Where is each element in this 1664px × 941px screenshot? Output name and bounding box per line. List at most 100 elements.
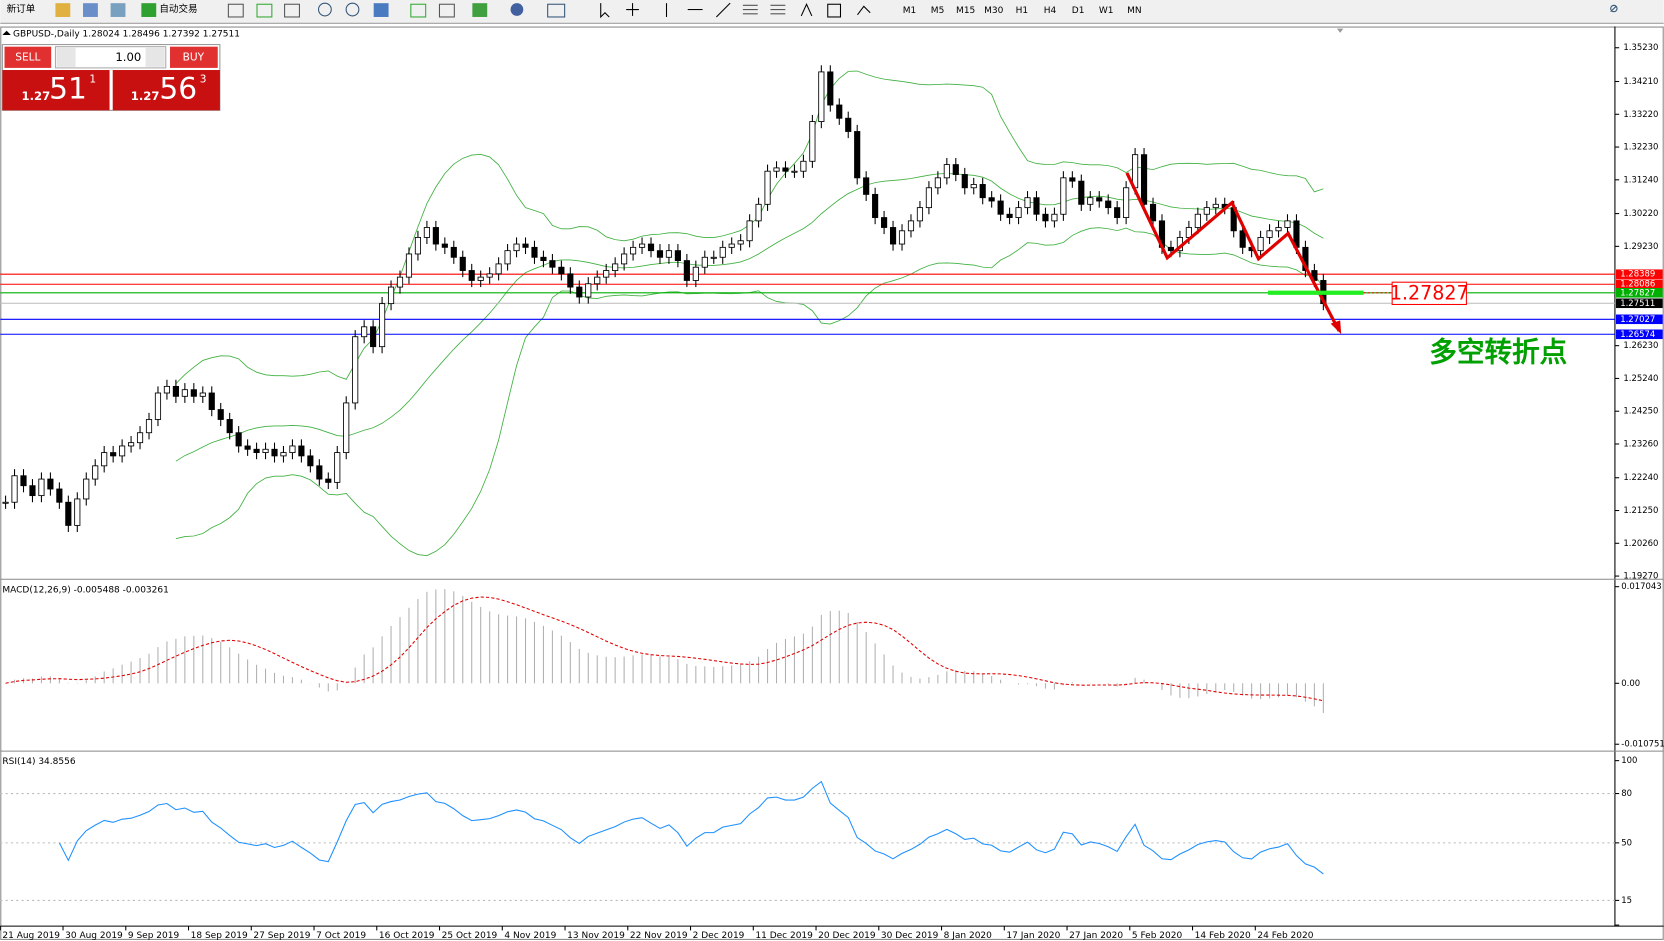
collapse-icon[interactable] [2, 30, 11, 36]
lot-down[interactable] [56, 47, 76, 67]
icon[interactable] [256, 3, 273, 18]
price-level-tag [1615, 298, 1663, 309]
icon[interactable] [318, 2, 332, 17]
candle-body [495, 263, 502, 275]
icon[interactable] [800, 2, 813, 17]
candle-body [450, 246, 457, 258]
icon[interactable] [410, 3, 427, 18]
candle-body [872, 193, 879, 218]
timeframe-button[interactable]: W1 [1099, 6, 1114, 16]
candle-body [1123, 187, 1130, 218]
rsi-label: 100 [1621, 755, 1637, 765]
icon[interactable] [83, 3, 98, 17]
candle-body [889, 227, 897, 245]
candle-body [755, 203, 762, 222]
candle-body [1105, 200, 1112, 209]
trade-panel: SELL 1.00 BUY 1.27 51 1 1.27 56 3 [1, 44, 221, 111]
icon[interactable] [742, 4, 758, 15]
candle-body [809, 121, 816, 162]
candle-body [432, 227, 439, 245]
search-icon[interactable] [1610, 4, 1618, 13]
lot-input[interactable] [54, 46, 167, 69]
candle-body [361, 326, 368, 338]
candle-body [764, 170, 771, 205]
candle-body [988, 197, 995, 202]
candle-body [110, 452, 117, 457]
tool-icons [227, 2, 1618, 19]
auto-trading-button[interactable]: 自动交易 [159, 3, 197, 15]
icon[interactable] [715, 2, 731, 18]
sell-button[interactable] [4, 46, 52, 68]
lot-up[interactable] [145, 47, 165, 67]
date-label: 17 Jan 2020 [1006, 931, 1060, 941]
candle-body [172, 385, 179, 397]
candle-body [782, 167, 789, 172]
icon[interactable] [827, 3, 842, 18]
candle-body [1015, 207, 1022, 218]
candle-body [827, 71, 834, 106]
icon[interactable] [110, 3, 126, 17]
icon[interactable] [472, 3, 488, 17]
price-label: 1.32230 [1623, 142, 1658, 152]
timeframe-button[interactable]: H1 [1016, 6, 1029, 16]
date-label: 24 Feb 2020 [1257, 931, 1313, 941]
candle-body [1051, 213, 1058, 222]
rsi-label: 15 [1621, 895, 1632, 905]
date-label: 16 Oct 2019 [379, 931, 435, 941]
sell-price-big: 51 [49, 72, 87, 107]
buy-button[interactable] [170, 46, 218, 68]
candle-body [916, 207, 924, 222]
level-callout-text: 1.27827 [1390, 281, 1469, 304]
icon[interactable] [857, 5, 871, 16]
icon[interactable] [770, 4, 786, 15]
chart-header: GBPUSD-,Daily 1.28024 1.28496 1.27392 1.… [13, 29, 240, 39]
timeframe-button[interactable]: M15 [956, 6, 975, 16]
buy-price-box[interactable] [112, 70, 220, 111]
candle-body [396, 276, 404, 288]
date-label: 8 Jan 2020 [944, 931, 992, 941]
candle-body [692, 266, 699, 281]
candle-body [773, 167, 780, 172]
sell-price-box[interactable] [2, 70, 110, 111]
icon[interactable] [510, 3, 524, 16]
auto-trading-icon[interactable] [141, 3, 157, 17]
candle-body [513, 243, 520, 252]
icon[interactable] [438, 3, 455, 18]
new-order-button[interactable]: 新订单 [7, 3, 36, 15]
buy-label[interactable]: BUY [183, 51, 205, 63]
candle-body [1284, 220, 1291, 228]
candle-body [1069, 177, 1076, 182]
date-label: 18 Sep 2019 [191, 931, 248, 941]
icon[interactable] [626, 3, 639, 16]
candle-body [898, 230, 906, 245]
icon[interactable] [373, 3, 389, 17]
icon[interactable] [547, 3, 566, 18]
timeframe-button[interactable]: MN [1127, 6, 1142, 16]
rsi-header: RSI(14) 34.8556 [2, 757, 75, 767]
candle-body [128, 442, 135, 447]
buy-price-small: 3 [200, 74, 207, 86]
timeframe-button[interactable]: M5 [931, 6, 944, 16]
candle-body [701, 256, 708, 268]
sell-label[interactable]: SELL [15, 51, 40, 63]
price-level-label: 1.27511 [1620, 298, 1655, 308]
candle-body [477, 276, 484, 281]
candle-body [11, 475, 18, 503]
timeframe-button[interactable]: M1 [903, 6, 917, 16]
timeframe-button[interactable]: H4 [1044, 6, 1057, 16]
candle-body [1239, 230, 1246, 248]
timeframe-button[interactable]: D1 [1072, 6, 1085, 16]
candle-body [567, 273, 574, 288]
icon[interactable] [227, 3, 244, 18]
price-label: 1.23260 [1623, 438, 1658, 448]
icon[interactable] [55, 3, 71, 17]
timeframe-button[interactable]: M30 [984, 6, 1003, 16]
candle-body [1078, 180, 1085, 205]
icon[interactable] [284, 3, 300, 18]
candle-body [199, 392, 206, 397]
date-label: 9 Sep 2019 [128, 931, 180, 941]
icon[interactable] [600, 3, 610, 19]
icon[interactable] [345, 2, 360, 17]
lot-value[interactable]: 1.00 [115, 50, 141, 64]
candle-body [1212, 203, 1219, 209]
